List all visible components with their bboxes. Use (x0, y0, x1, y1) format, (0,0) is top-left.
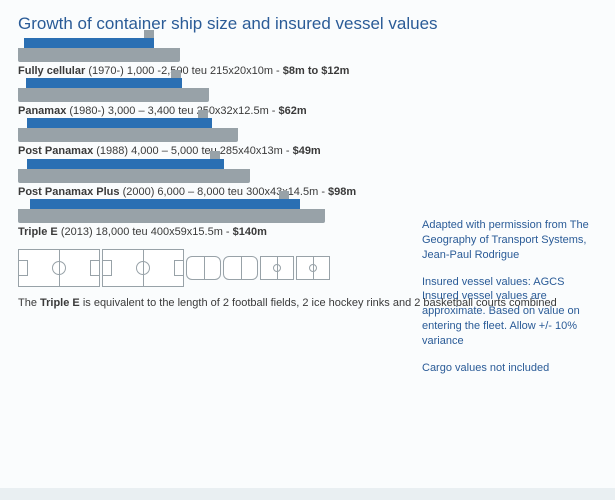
ship-name: Triple E (18, 226, 58, 238)
football-field-icon (102, 249, 184, 287)
ship-spec: (2000) 6,000 – 8,000 teu 300x43x14.5m - (123, 186, 325, 198)
ship-deck (24, 38, 154, 48)
ship-value: $140m (233, 226, 267, 238)
ship-bridge (198, 110, 208, 118)
ship-hull (18, 48, 180, 62)
ship-deck (27, 118, 212, 128)
ship-value: $98m (328, 186, 356, 198)
ship-spec: (1988) 4,000 – 5,000 teu 285x40x13m - (96, 145, 289, 157)
ship-entry: Post Panamax (1988) 4,000 – 5,000 teu 28… (18, 128, 597, 158)
ship-label: Panamax (1980-) 3,000 – 3,400 teu 250x32… (18, 105, 597, 118)
hockey-rink-icon (186, 256, 221, 280)
ship-graphic (18, 88, 209, 102)
attribution-note: Adapted with permission from The Geograp… (422, 218, 597, 263)
ship-value: $62m (279, 105, 307, 117)
ship-deck (27, 159, 224, 169)
football-field-icon (18, 249, 100, 287)
ship-hull (18, 128, 238, 142)
ship-spec: (2013) 18,000 teu 400x59x15.5m - (61, 226, 230, 238)
cargo-note: Cargo values not included (422, 361, 597, 376)
ship-graphic (18, 128, 238, 142)
ship-name: Panamax (18, 105, 66, 117)
ship-label: Post Panamax Plus (2000) 6,000 – 8,000 t… (18, 186, 597, 199)
ship-graphic (18, 169, 250, 183)
basketball-court-icon (296, 256, 330, 280)
ship-entry: Panamax (1980-) 3,000 – 3,400 teu 250x32… (18, 88, 597, 118)
ship-deck (30, 199, 300, 209)
ship-label: Fully cellular (1970-) 1,000 -2,500 teu … (18, 65, 597, 78)
ship-entry: Fully cellular (1970-) 1,000 -2,500 teu … (18, 48, 597, 78)
bottom-strip (0, 488, 615, 500)
ship-bridge (171, 70, 181, 78)
values-note: Insured vessel values: AGCS Insured vess… (422, 275, 597, 349)
ship-spec: (1970-) 1,000 -2,500 teu 215x20x10m - (88, 65, 279, 77)
ship-spec: (1980-) 3,000 – 3,400 teu 250x32x12.5m - (69, 105, 275, 117)
ship-value: $49m (293, 145, 321, 157)
ship-graphic (18, 48, 180, 62)
ship-value: $8m to $12m (283, 65, 350, 77)
basketball-court-icon (260, 256, 294, 280)
ship-name: Post Panamax (18, 145, 93, 157)
ship-list: Fully cellular (1970-) 1,000 -2,500 teu … (18, 48, 597, 239)
ship-name: Fully cellular (18, 65, 85, 77)
ship-name: Post Panamax Plus (18, 186, 120, 198)
ship-entry: Post Panamax Plus (2000) 6,000 – 8,000 t… (18, 169, 597, 199)
side-notes: Adapted with permission from The Geograp… (422, 218, 597, 388)
ship-deck (26, 78, 183, 88)
ship-bridge (144, 30, 154, 38)
ship-bridge (210, 151, 220, 159)
hockey-rink-icon (223, 256, 258, 280)
ship-hull (18, 209, 325, 223)
ship-label: Post Panamax (1988) 4,000 – 5,000 teu 28… (18, 145, 597, 158)
ship-graphic (18, 209, 325, 223)
ship-hull (18, 169, 250, 183)
ship-hull (18, 88, 209, 102)
page-title: Growth of container ship size and insure… (18, 14, 597, 34)
ship-bridge (279, 191, 289, 199)
